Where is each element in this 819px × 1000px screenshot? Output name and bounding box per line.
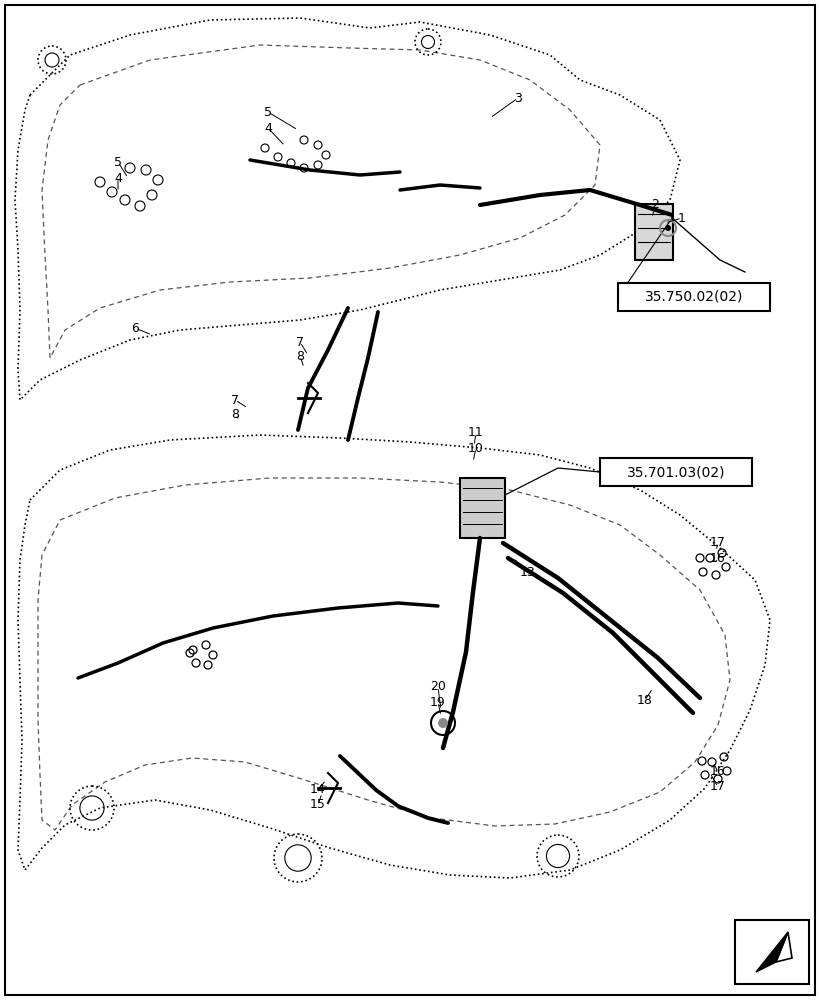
Text: 16: 16 xyxy=(709,552,725,564)
Text: 15: 15 xyxy=(310,798,325,811)
Text: 8: 8 xyxy=(296,350,304,362)
Bar xyxy=(618,283,769,311)
Text: 4: 4 xyxy=(114,172,122,185)
Text: 18: 18 xyxy=(636,694,652,706)
Text: 11: 11 xyxy=(468,426,483,440)
Text: 13: 13 xyxy=(519,566,536,578)
Text: 6: 6 xyxy=(131,322,138,334)
Text: 2: 2 xyxy=(650,198,658,212)
Text: 20: 20 xyxy=(429,680,446,694)
Bar xyxy=(600,458,751,486)
Text: 10: 10 xyxy=(468,442,483,454)
Text: 35.750.02(02): 35.750.02(02) xyxy=(644,290,742,304)
Text: 5: 5 xyxy=(264,106,272,119)
Text: 8: 8 xyxy=(231,408,238,422)
Bar xyxy=(634,204,672,260)
Text: 3: 3 xyxy=(514,92,522,105)
Polygon shape xyxy=(755,932,787,972)
Text: 16: 16 xyxy=(709,765,725,778)
Text: 1: 1 xyxy=(677,212,686,225)
Text: 7: 7 xyxy=(296,336,304,349)
Text: 19: 19 xyxy=(430,696,446,708)
Text: 17: 17 xyxy=(709,536,725,550)
Bar xyxy=(734,920,808,984)
Circle shape xyxy=(664,225,670,231)
Bar xyxy=(459,478,505,538)
Text: 35.701.03(02): 35.701.03(02) xyxy=(626,465,724,479)
Text: 4: 4 xyxy=(264,122,272,135)
Text: 17: 17 xyxy=(709,780,725,793)
Circle shape xyxy=(437,718,447,728)
Text: 5: 5 xyxy=(114,156,122,169)
Text: 14: 14 xyxy=(310,783,325,796)
Text: 7: 7 xyxy=(231,393,238,406)
